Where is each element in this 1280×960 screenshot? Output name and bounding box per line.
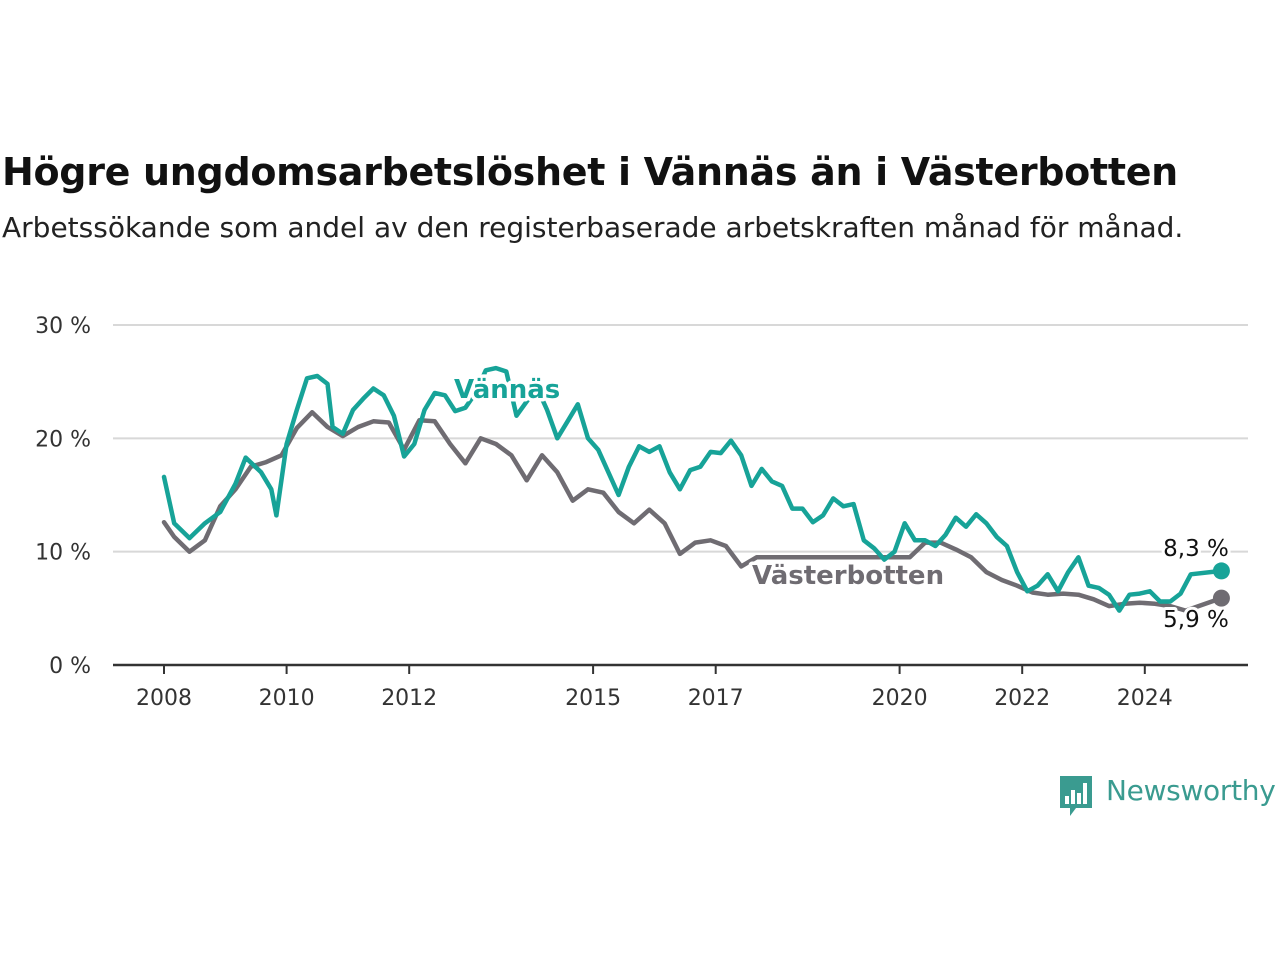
chart-subtitle: Arbetssökande som andel av den registerb…	[2, 211, 1184, 244]
x-tick-label: 2010	[259, 686, 315, 711]
end-value-label: 8,3 %	[1163, 536, 1229, 562]
series-labels: VännäsVännäsVästerbottenVästerbotten8,3 …	[451, 372, 1232, 637]
brand-name: Newsworthy	[1106, 774, 1276, 807]
end-value-label: 5,9 %	[1163, 607, 1229, 633]
y-tick-label: 0 %	[49, 654, 91, 679]
x-tick-label: 2024	[1117, 686, 1173, 711]
series-label-halo: Vännäs	[454, 375, 560, 405]
series-lines	[161, 365, 1224, 613]
x-tick-label: 2015	[565, 686, 621, 711]
newsworthy-logo: Newsworthy	[1058, 772, 1280, 820]
series-line-vännäs	[161, 365, 1224, 613]
value-label-halo: 8,3 %	[1163, 536, 1229, 562]
endpoint-marker	[1212, 562, 1230, 580]
newsworthy-chart-icon	[1060, 776, 1092, 816]
y-axis-ticks: 0 % 10 % 20 % 30 %	[35, 314, 91, 679]
x-tick-label: 2020	[872, 686, 928, 711]
y-tick-label: 20 %	[35, 427, 91, 452]
x-tick-label: 2012	[381, 686, 437, 711]
series-label-vännäs: Vännäs	[454, 375, 560, 405]
chart-title: Högre ungdomsarbetslöshet i Vännäs än i …	[2, 150, 1178, 194]
x-tick-label: 2017	[688, 686, 744, 711]
y-tick-label: 10 %	[35, 541, 91, 566]
x-axis: 2008 2010 2012 2015 2017 2020 2022 2024	[113, 663, 1248, 711]
x-tick-label: 2008	[136, 686, 192, 711]
series-label-halo: Västerbotten	[752, 561, 944, 591]
series-line-västerbotten	[161, 410, 1224, 613]
line-chart: 0 % 10 % 20 % 30 % 2008 2010 2012 2015 2017 2020…	[35, 314, 1248, 711]
grid-lines	[113, 324, 1248, 553]
series-label-västerbotten: Västerbotten	[752, 561, 944, 591]
x-tick-label: 2022	[994, 686, 1050, 711]
y-tick-label: 30 %	[35, 314, 91, 339]
value-label-halo: 5,9 %	[1163, 607, 1229, 633]
series-endpoints	[1212, 562, 1230, 607]
endpoint-marker	[1212, 589, 1230, 607]
